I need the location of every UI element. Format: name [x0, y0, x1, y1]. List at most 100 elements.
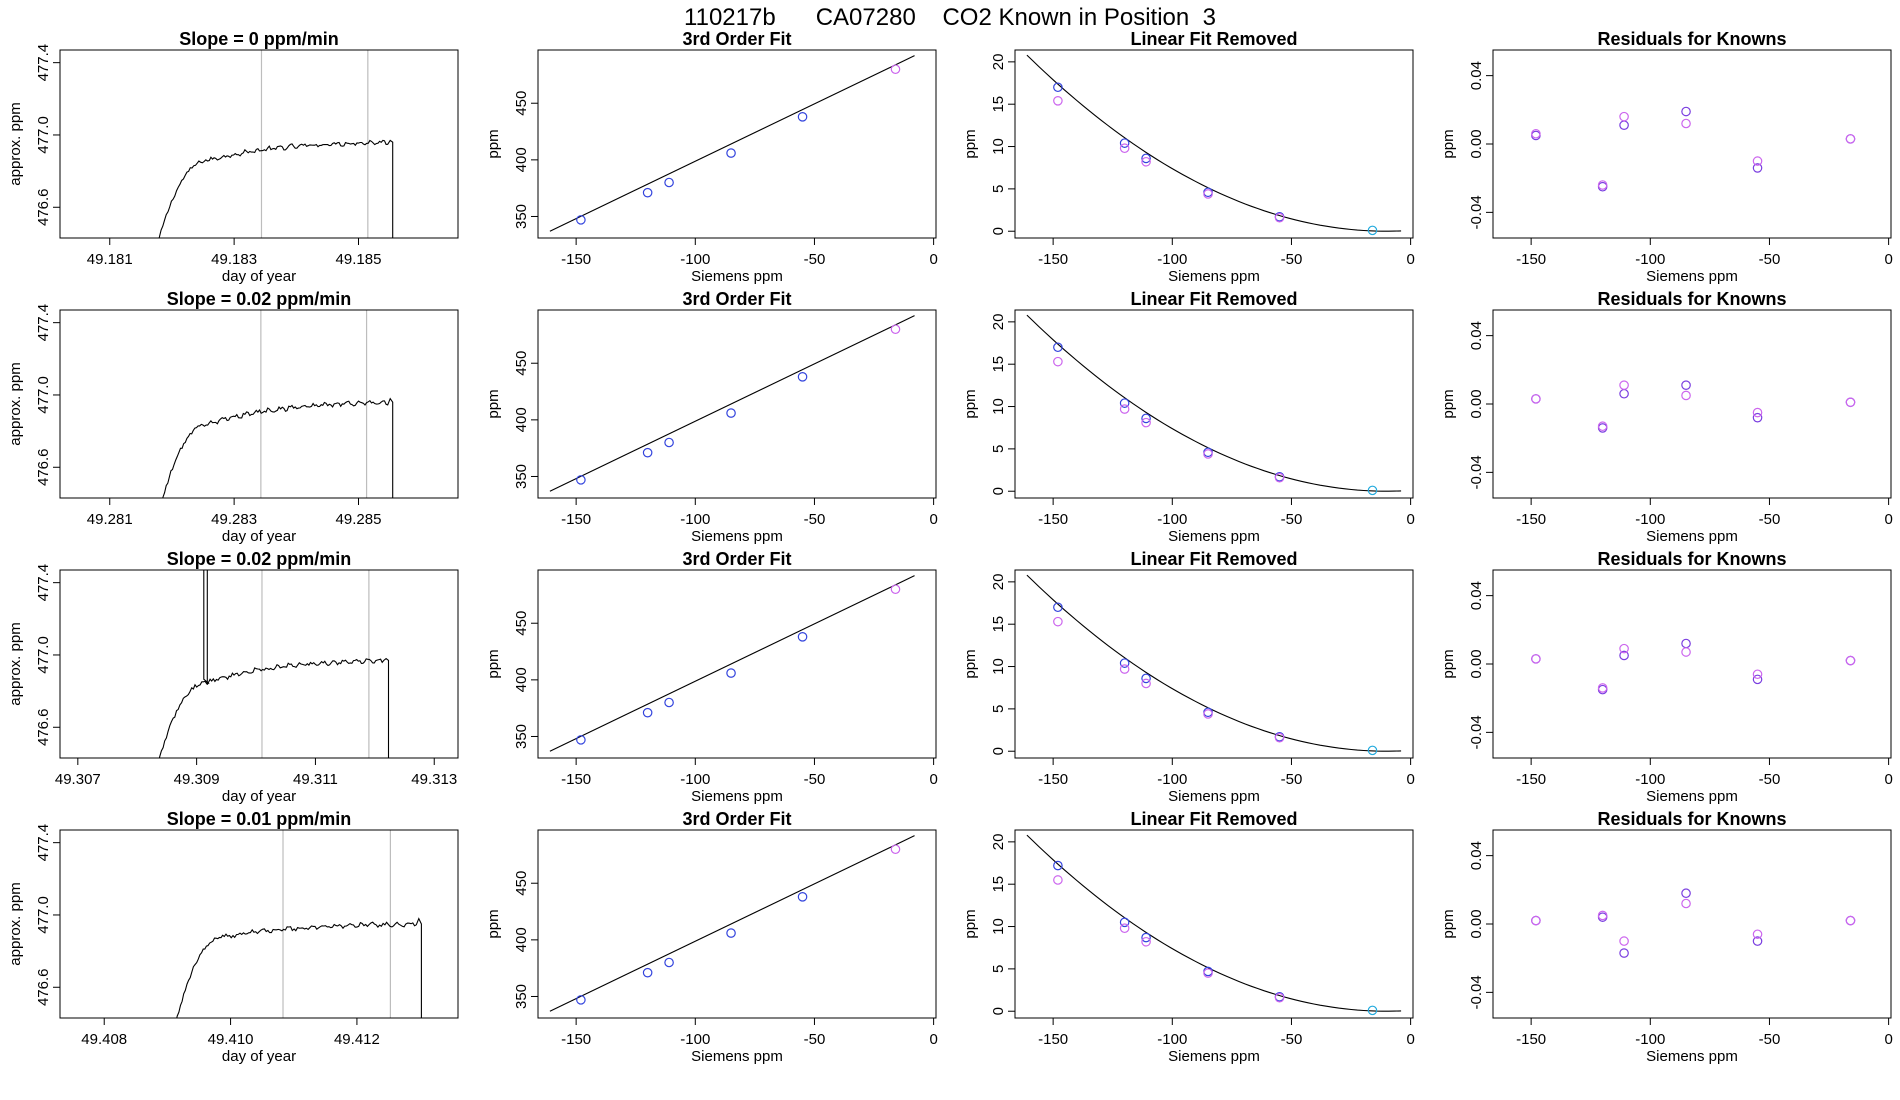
panel-r3-c3: -150 -100 -50 0 0 5 10 15 20 Linear Fit Removed Si…	[962, 549, 1415, 805]
panel-title: Linear Fit Removed	[1130, 289, 1297, 309]
data-point	[1619, 111, 1629, 122]
data-point	[797, 112, 808, 122]
plot-frame	[1014, 829, 1414, 1019]
data-point	[1367, 485, 1378, 496]
y-tick-label: 477.4	[35, 304, 52, 342]
x-tick-label: -150	[1516, 1031, 1546, 1048]
data-point	[1845, 655, 1856, 666]
x-axis-label: day of year	[222, 1048, 296, 1065]
x-tick-label: 49.185	[336, 251, 382, 268]
x-tick-label: 49.181	[87, 251, 133, 268]
data-point	[576, 995, 586, 1005]
panel-r2-c4: -150 -100 -50 0 -0.04 0.00 0.04 Residuals for K…	[1440, 289, 1893, 545]
x-tick-label: -150	[1038, 511, 1068, 528]
x-tick-label: -150	[1038, 1031, 1068, 1048]
data-point	[1681, 106, 1691, 117]
x-tick-label: -100	[680, 511, 710, 528]
y-tick-label: 0.00	[1468, 649, 1485, 678]
y-tick-label: 0.00	[1468, 129, 1485, 158]
panel-r3-c4: -150 -100 -50 0 -0.04 0.00 0.04 Residuals for K…	[1440, 549, 1893, 805]
panel-title: 3rd Order Fit	[682, 809, 791, 829]
x-tick-label: -50	[1759, 251, 1781, 268]
y-tick-label: 15	[990, 876, 1007, 893]
x-axis-label: Siemens ppm	[1168, 528, 1260, 545]
data-point	[1141, 936, 1151, 947]
data-point	[664, 437, 674, 448]
x-axis-label: Siemens ppm	[1168, 268, 1260, 285]
y-axis-label: ppm	[1440, 389, 1457, 418]
x-tick-label: 0	[1884, 771, 1892, 788]
data-point	[1367, 1005, 1378, 1016]
y-tick-label: 0	[990, 227, 1007, 235]
data-point	[1845, 134, 1856, 144]
data-point	[1053, 96, 1063, 106]
y-tick-label: 476.6	[35, 448, 52, 486]
y-tick-label: 350	[513, 464, 530, 489]
data-point	[1367, 225, 1378, 236]
x-tick-label: 49.311	[293, 771, 338, 788]
data-point	[1845, 397, 1856, 408]
data-point	[797, 372, 808, 382]
x-tick-label: -50	[1759, 511, 1781, 528]
plot-frame	[59, 829, 459, 1019]
x-tick-label: -150	[1038, 251, 1068, 268]
data-point	[890, 64, 901, 75]
panel-r1-c3: -150 -100 -50 0 0 5 10 15 20 Linear Fit Removed Si…	[962, 29, 1415, 285]
y-tick-label: 0.04	[1468, 61, 1485, 90]
x-axis-label: Siemens ppm	[1646, 268, 1738, 285]
data-point	[1681, 380, 1691, 390]
fit-line	[549, 835, 915, 1012]
y-tick-label: 400	[513, 407, 530, 432]
data-point	[1752, 669, 1763, 680]
panel-title: Slope = 0.01 ppm/min	[167, 809, 352, 829]
data-point	[1119, 404, 1130, 414]
data-point	[1619, 948, 1629, 958]
y-tick-label: 0.04	[1468, 581, 1485, 610]
concentration-trace	[158, 570, 390, 758]
x-tick-label: -150	[1516, 251, 1546, 268]
panel-r4-c2: -150 -100 -50 0 350 400 450 3rd Order Fit Siemen…	[485, 809, 938, 1065]
y-axis-label: ppm	[962, 389, 979, 418]
y-tick-label: 400	[513, 927, 530, 952]
y-axis-label: ppm	[485, 129, 502, 158]
x-tick-label: -100	[680, 251, 710, 268]
plot-frame	[1014, 49, 1414, 239]
data-point	[1053, 356, 1063, 367]
panel-title: Slope = 0.02 ppm/min	[167, 289, 352, 309]
data-point	[1274, 212, 1285, 223]
data-point	[1274, 472, 1285, 483]
x-tick-label: -150	[561, 771, 591, 788]
x-axis-label: Siemens ppm	[1168, 1048, 1260, 1065]
data-point	[1119, 658, 1130, 668]
data-point	[1619, 936, 1629, 946]
y-axis-label: ppm	[485, 389, 502, 418]
y-tick-label: 400	[513, 667, 530, 692]
fit-line	[549, 55, 915, 232]
data-point	[1681, 647, 1691, 657]
data-point	[890, 844, 901, 855]
x-tick-label: 49.412	[334, 1031, 380, 1048]
y-tick-label: 0	[990, 1007, 1007, 1015]
x-tick-label: -100	[1157, 1031, 1187, 1048]
fit-line	[549, 575, 915, 752]
data-point	[664, 957, 674, 968]
y-tick-label: 450	[513, 611, 530, 636]
data-point	[726, 148, 736, 158]
panel-title: Slope = 0 ppm/min	[179, 29, 339, 49]
x-tick-label: -150	[1516, 511, 1546, 528]
panel-r4-c1: 49.408 49.410 49.412 476.6 477.0 477.4 Slope =…	[7, 809, 459, 1065]
y-tick-label: 5	[990, 445, 1007, 453]
data-point	[1119, 398, 1130, 408]
x-tick-label: -150	[561, 1031, 591, 1048]
y-tick-label: 15	[990, 96, 1007, 113]
y-tick-label: 450	[513, 871, 530, 896]
data-point	[1119, 917, 1130, 928]
data-point	[1141, 678, 1151, 689]
data-point	[797, 892, 808, 902]
y-tick-label: 477.0	[35, 376, 52, 414]
data-point	[1597, 421, 1608, 432]
panel-title: 3rd Order Fit	[682, 29, 791, 49]
data-point	[890, 584, 901, 595]
plot-frame	[537, 569, 937, 759]
plot-frame	[537, 309, 937, 499]
